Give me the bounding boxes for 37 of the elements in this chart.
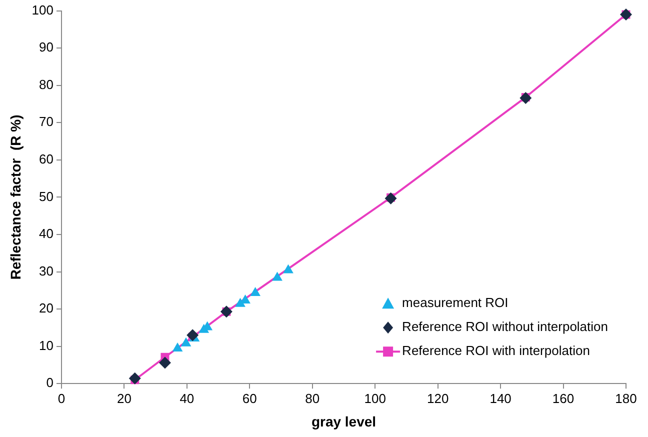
point [158,356,171,369]
y-tick-label: 100 [32,2,54,18]
point [180,337,192,346]
point [520,92,532,104]
y-tick-label: 20 [39,300,54,316]
y-tick-label: 30 [39,263,54,278]
y-tick-label: 40 [39,226,54,242]
point [283,264,294,274]
y-tick-label: 0 [46,375,54,390]
y-axis-title: Reflectance factor (R %) [7,114,24,280]
point [186,329,199,342]
y-tick-label: 70 [39,114,54,130]
y-tick-label: 10 [39,338,54,353]
legend-label: Reference ROI with interpolation [402,343,590,358]
point [272,272,282,281]
point [240,294,250,304]
point [384,192,397,204]
x-tick-label: 180 [615,390,637,406]
x-tick-label: 60 [242,390,257,406]
y-tick-label: 60 [39,152,54,166]
x-tick-label: 20 [116,390,132,406]
x-tick-label: 140 [490,390,512,406]
point [250,287,260,296]
x-tick-label: 0 [58,390,66,406]
legend-label: Reference ROI without interpolation [402,319,608,334]
legend-label: measurement ROI [402,295,508,310]
x-axis-title: gray level [311,413,376,430]
point [172,342,183,352]
x-tick-label: 80 [305,390,320,406]
x-tick-label: 120 [426,390,449,406]
y-tick-label: 90 [39,40,54,55]
x-tick-label: 160 [552,390,574,406]
x-tick-label: 100 [364,390,386,406]
x-tick-label: 40 [180,390,194,406]
y-tick-label: 80 [39,76,54,92]
y-tick-label: 50 [39,188,54,204]
point [128,372,141,384]
